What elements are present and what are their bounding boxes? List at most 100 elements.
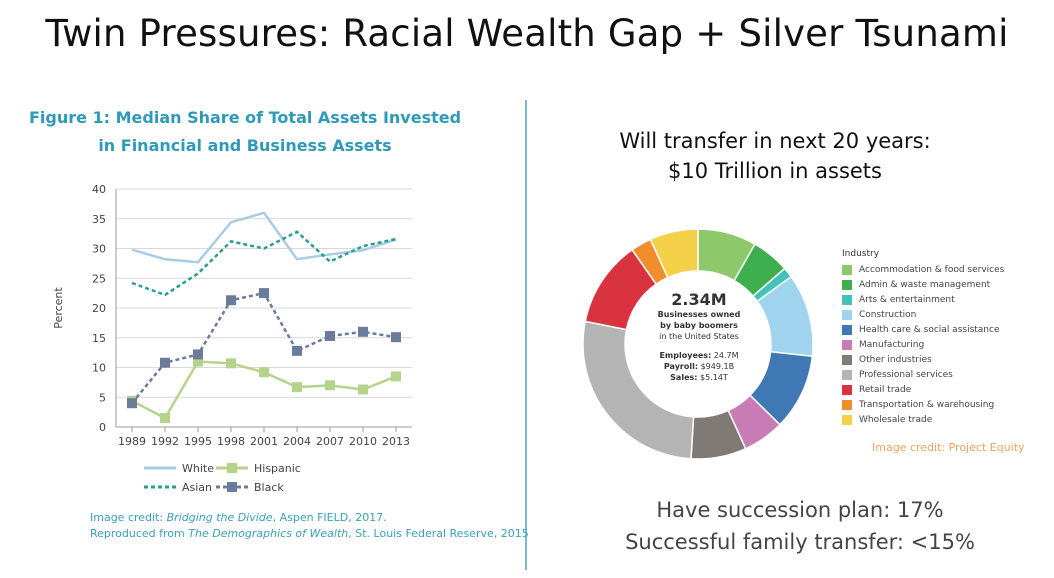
figure-title: Figure 1: Median Share of Total Assets I… [20, 104, 470, 160]
payroll-value: $949.1B [698, 362, 735, 371]
x-tick-label: 1995 [184, 435, 212, 448]
legend-label: Transportation & warehousing [859, 399, 995, 410]
donut-center-text: 2.34M Businesses owned by baby boomers i… [643, 290, 755, 383]
donut-center-line2: by baby boomers [660, 321, 738, 330]
legend-item: Health care & social assistance [842, 322, 1004, 337]
legend-label: Wholesale trade [859, 414, 933, 425]
donut-legend: Industry Accommodation & food services Ad… [842, 249, 1004, 427]
left-credit-prefix2: Reproduced from [90, 527, 189, 540]
legend-label: Professional services [859, 369, 953, 380]
legend-item: Accommodation & food services [842, 262, 1004, 277]
y-axis-label: Percent [52, 287, 65, 329]
data-point-hispanic [160, 413, 170, 424]
x-tick-label: 2004 [283, 435, 311, 448]
legend-swatch [842, 384, 852, 395]
transfer-text: Will transfer in next 20 years: $10 Tril… [565, 126, 985, 186]
legend-label: Other industries [859, 354, 932, 365]
legend-swatch [842, 399, 852, 410]
legend-label: Construction [859, 309, 917, 320]
x-tick-label: 2010 [349, 435, 377, 448]
y-tick-label: 30 [92, 243, 106, 256]
transfer-line1: Will transfer in next 20 years: [619, 129, 931, 153]
y-tick-label: 5 [99, 391, 106, 404]
y-tick-label: 20 [92, 302, 106, 315]
stats-line2: Successful family transfer: <15% [625, 530, 975, 554]
legend-label-black: Black [254, 481, 284, 494]
data-point-hispanic [391, 371, 401, 382]
donut-center-employees: Employees: 24.7M [643, 350, 755, 361]
data-point-black [325, 330, 335, 341]
legend-marker-black [227, 482, 237, 492]
legend-swatch [842, 309, 852, 320]
data-point-black [358, 326, 368, 337]
legend-swatch [842, 339, 852, 350]
left-image-credit: Image credit: Bridging the Divide, Aspen… [90, 510, 529, 542]
legend-label: Retail trade [859, 384, 912, 395]
legend-item: Transportation & warehousing [842, 397, 1004, 412]
data-point-black [193, 349, 203, 360]
data-point-black [226, 295, 236, 306]
stats-line1: Have succession plan: 17% [656, 498, 944, 522]
legend-item: Professional services [842, 367, 1004, 382]
legend-swatch [842, 324, 852, 335]
data-point-black [259, 288, 269, 299]
legend-label: Arts & entertainment [859, 294, 955, 305]
data-point-black [391, 332, 401, 343]
figure-title-line2: in Financial and Business Assets [98, 136, 392, 155]
legend-item: Other industries [842, 352, 1004, 367]
donut-center-line1: Businesses owned [657, 310, 741, 319]
legend-swatch [842, 414, 852, 425]
x-tick-label: 2001 [250, 435, 278, 448]
x-tick-label: 1989 [118, 435, 146, 448]
left-credit-suffix1: , Aspen FIELD, 2017. [272, 511, 387, 524]
legend-swatch [842, 369, 852, 380]
legend-label: Admin & waste management [859, 279, 991, 290]
data-point-hispanic [193, 356, 203, 367]
data-point-hispanic [325, 380, 335, 391]
legend-item: Construction [842, 307, 1004, 322]
legend-item: Admin & waste management [842, 277, 1004, 292]
donut-center-big: 2.34M [671, 290, 727, 309]
legend-label: Accommodation & food services [859, 264, 1005, 275]
legend-swatch [842, 264, 852, 275]
data-point-black [127, 398, 137, 409]
left-credit-italic1: Bridging the Divide [166, 511, 273, 524]
y-tick-label: 10 [92, 362, 106, 375]
legend-label-white: White [182, 462, 214, 475]
legend-swatch [842, 279, 852, 290]
right-image-credit: Image credit: Project Equity [872, 441, 1025, 454]
vertical-divider [525, 100, 527, 570]
data-point-black [160, 357, 170, 368]
payroll-label: Payroll: [663, 362, 699, 371]
y-tick-label: 40 [92, 183, 106, 196]
left-credit-prefix1: Image credit: [90, 511, 167, 524]
legend-label-asian: Asian [182, 481, 212, 494]
legend-marker-hispanic [227, 463, 237, 473]
y-tick-label: 15 [92, 332, 106, 345]
y-tick-label: 25 [92, 272, 106, 285]
donut-slice-wholesale-trade [649, 228, 699, 279]
legend-item: Manufacturing [842, 337, 1004, 352]
series-line-white [131, 211, 397, 264]
sales-label: Sales: [670, 373, 698, 382]
left-credit-suffix2: , St. Louis Federal Reserve, 2015 [348, 527, 529, 540]
line-chart: 0 5 10 15 20 25 30 35 40 1989 1992 1995 1998 2001 2004… [52, 183, 412, 494]
page-title: Twin Pressures: Racial Wealth Gap + Silv… [45, 12, 1009, 55]
employees-value: 24.7M [711, 351, 739, 360]
series-line-black [131, 291, 397, 404]
donut-center-sales: Sales: $5.14T [643, 372, 755, 383]
y-tick-label: 35 [92, 213, 106, 226]
x-tick-label: 1998 [217, 435, 245, 448]
x-tick-label: 1992 [151, 435, 179, 448]
donut-center-line3: in the United States [659, 332, 739, 341]
legend-title: Industry [842, 249, 880, 259]
legend-item: Wholesale trade [842, 412, 1004, 427]
sales-value: $5.14T [697, 373, 728, 382]
data-point-hispanic [358, 384, 368, 395]
legend-label: Manufacturing [859, 339, 925, 350]
series-line-asian [131, 230, 397, 297]
left-credit-italic2: The Demographics of Wealth [188, 527, 349, 540]
figure-title-line1: Figure 1: Median Share of Total Assets I… [28, 108, 462, 127]
data-point-hispanic [259, 367, 269, 378]
legend-swatch [842, 294, 852, 305]
